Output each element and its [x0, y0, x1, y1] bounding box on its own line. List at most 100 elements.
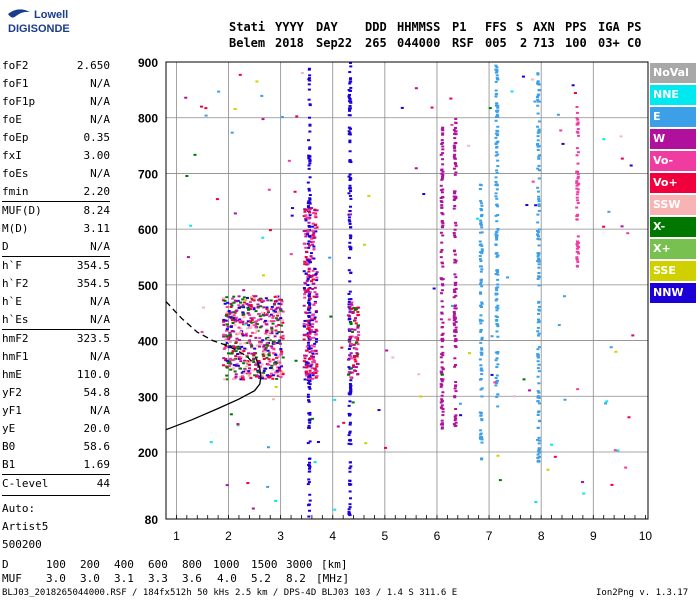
echo-point	[351, 312, 355, 315]
echo-point	[353, 328, 357, 331]
echo-point	[495, 74, 499, 77]
echo-point	[311, 230, 315, 233]
echo-point	[348, 98, 352, 101]
echo-point	[239, 367, 243, 370]
echo-point	[496, 393, 500, 396]
echo-point	[230, 316, 234, 319]
echo-point	[308, 104, 312, 107]
param-value: 20.0	[83, 422, 111, 435]
echo-point	[480, 268, 484, 271]
echo-point	[495, 236, 499, 239]
echo-point	[536, 260, 540, 263]
echo-point	[307, 78, 311, 81]
echo-point	[348, 71, 352, 74]
echo-point	[528, 389, 532, 392]
echo-point	[350, 307, 354, 310]
echo-point	[249, 305, 253, 308]
echo-point	[222, 335, 226, 338]
echo-point	[230, 131, 234, 134]
echo-point	[453, 157, 457, 160]
echo-point	[400, 106, 404, 109]
echo-point	[453, 137, 457, 140]
echo-point	[348, 179, 352, 182]
echo-point	[229, 325, 233, 328]
echo-point	[229, 362, 233, 365]
echo-point	[279, 308, 283, 311]
echo-point	[240, 376, 244, 379]
echo-point	[308, 374, 312, 377]
echo-point	[306, 344, 310, 347]
echo-point	[271, 342, 275, 345]
echo-point	[440, 407, 444, 410]
echo-point	[275, 362, 279, 365]
echo-point	[310, 363, 314, 366]
echo-point	[480, 353, 484, 356]
echo-point	[493, 381, 497, 384]
echo-point	[479, 223, 483, 226]
echo-point	[271, 340, 275, 343]
echo-point	[257, 313, 261, 316]
echo-point	[575, 147, 579, 150]
echo-point	[505, 276, 509, 279]
echo-point	[307, 424, 311, 427]
echo-point	[441, 148, 445, 151]
echo-point	[478, 318, 482, 321]
echo-point	[230, 301, 234, 304]
echo-point	[271, 322, 275, 325]
echo-point	[270, 345, 274, 348]
echo-point	[281, 319, 285, 322]
echo-point	[349, 379, 353, 382]
echo-point	[350, 335, 354, 338]
echo-point	[478, 255, 482, 258]
echo-point	[349, 298, 353, 301]
echo-point	[495, 188, 499, 191]
echo-point	[627, 416, 631, 419]
echo-point	[222, 297, 226, 300]
echo-point	[494, 80, 498, 83]
echo-point	[346, 358, 350, 361]
param-row-hE: h`E N/A	[2, 293, 110, 311]
echo-point	[452, 195, 456, 198]
echo-point	[225, 296, 229, 299]
echo-point	[268, 351, 272, 354]
echo-point	[575, 106, 579, 109]
echo-point	[440, 404, 444, 407]
param-value: 110.0	[76, 368, 110, 381]
echo-point	[261, 118, 265, 121]
echo-point	[260, 94, 264, 97]
echo-point	[266, 309, 270, 312]
echo-point	[309, 364, 313, 367]
echo-point	[303, 288, 307, 291]
echo-point	[414, 87, 418, 90]
echo-point	[269, 313, 273, 316]
echo-point	[313, 302, 317, 305]
echo-point	[441, 126, 445, 129]
echo-point	[458, 402, 462, 405]
echo-point	[353, 358, 357, 361]
muf-label: MUF	[2, 572, 22, 585]
echo-point	[452, 312, 456, 315]
param-value: 3.00	[83, 149, 111, 162]
legend-item-ssw: SSW	[650, 195, 696, 215]
echo-point	[439, 184, 443, 187]
echo-point	[537, 275, 541, 278]
echo-point	[350, 304, 354, 307]
echo-point	[440, 426, 444, 429]
echo-point	[510, 90, 514, 93]
echo-point	[349, 237, 353, 240]
profile-curves	[165, 301, 262, 431]
echo-point	[575, 181, 579, 184]
echo-point	[610, 483, 614, 486]
echo-point	[453, 365, 457, 368]
echo-point	[270, 332, 274, 335]
echo-point	[307, 358, 311, 361]
echo-point	[271, 398, 275, 401]
echo-point	[304, 217, 308, 220]
echo-point	[303, 242, 307, 245]
echo-point	[270, 364, 274, 367]
echo-point	[253, 368, 257, 371]
echo-point	[246, 307, 250, 310]
echo-point	[281, 334, 285, 337]
echo-point	[271, 374, 275, 377]
echo-point	[281, 321, 285, 324]
